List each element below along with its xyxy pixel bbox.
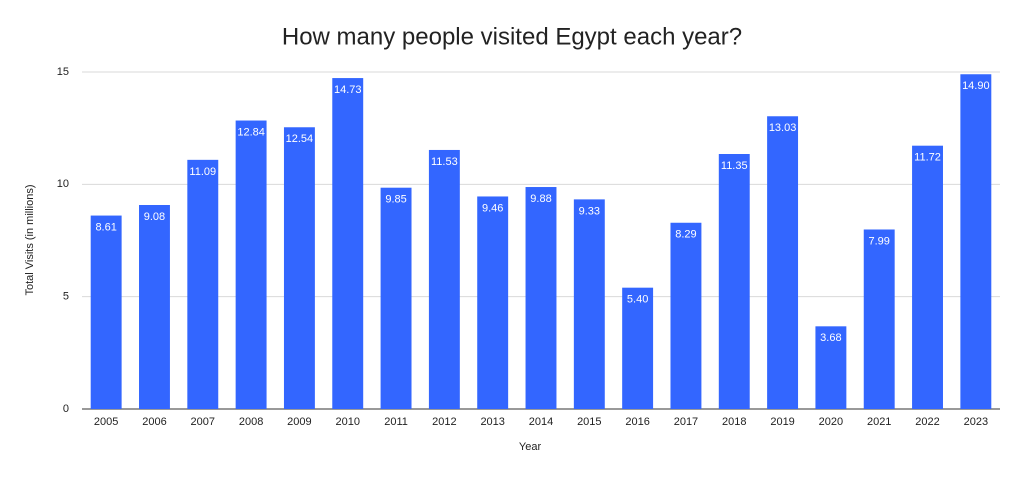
- bar: [718, 154, 750, 409]
- bar: [235, 120, 267, 409]
- data-label: 7.99: [868, 235, 889, 247]
- x-tick-label: 2018: [722, 416, 746, 428]
- bar: [428, 149, 460, 409]
- x-tick-label: 2023: [964, 416, 988, 428]
- y-axis-label: Total Visits (in millions): [24, 184, 36, 295]
- bar: [912, 145, 943, 409]
- data-label: 5.40: [627, 294, 648, 306]
- x-tick-label: 2021: [867, 416, 891, 428]
- x-tick-label: 2020: [819, 416, 843, 428]
- bar: [139, 205, 170, 409]
- y-tick-label: 10: [57, 178, 69, 190]
- data-label: 14.73: [334, 84, 362, 96]
- bar: [90, 215, 122, 409]
- bar: [815, 326, 847, 409]
- bar: [960, 74, 992, 409]
- data-label: 11.72: [914, 152, 941, 164]
- x-tick-label: 2015: [577, 416, 601, 428]
- bar: [283, 127, 315, 409]
- data-label: 3.68: [820, 332, 841, 344]
- x-tick-label: 2010: [335, 416, 359, 428]
- bar: [525, 187, 557, 409]
- data-label: 12.54: [286, 133, 314, 145]
- x-tick-label: 2012: [432, 416, 456, 428]
- x-tick-label: 2014: [529, 416, 553, 428]
- x-tick-label: 2006: [142, 416, 166, 428]
- x-tick-label: 2013: [480, 416, 504, 428]
- bar: [477, 196, 509, 409]
- x-tick-label: 2017: [674, 416, 698, 428]
- y-tick-label: 0: [63, 403, 69, 415]
- data-label: 13.03: [769, 122, 797, 134]
- data-label: 12.84: [237, 126, 265, 138]
- bar: [670, 222, 702, 409]
- bar: [573, 199, 605, 409]
- data-label: 14.90: [962, 80, 990, 92]
- data-label: 9.85: [385, 194, 406, 206]
- x-tick-label: 2007: [191, 416, 215, 428]
- x-tick-label: 2022: [915, 416, 939, 428]
- data-label: 8.61: [95, 221, 116, 233]
- data-label: 9.46: [482, 202, 503, 214]
- x-tick-label: 2019: [770, 416, 794, 428]
- y-tick-label: 5: [63, 291, 69, 303]
- data-label: 8.29: [675, 229, 696, 241]
- bar: [622, 287, 654, 409]
- data-label: 9.88: [530, 193, 551, 205]
- y-tick-label: 15: [57, 66, 69, 78]
- bar: [863, 229, 895, 409]
- bar: [380, 187, 412, 409]
- x-tick-label: 2016: [625, 416, 649, 428]
- bar: [767, 116, 799, 409]
- bar: [187, 159, 219, 409]
- data-label: 11.09: [189, 166, 216, 178]
- chart-title: How many people visited Egypt each year?: [282, 23, 742, 50]
- x-tick-label: 2011: [384, 416, 408, 428]
- data-label: 9.08: [144, 211, 165, 223]
- x-tick-label: 2009: [287, 416, 311, 428]
- bar: [332, 78, 364, 409]
- data-label: 11.53: [431, 156, 458, 168]
- data-label: 9.33: [579, 205, 600, 217]
- data-label: 11.35: [721, 160, 748, 172]
- x-tick-label: 2008: [239, 416, 263, 428]
- x-axis-label: Year: [519, 441, 542, 453]
- x-tick-label: 2005: [94, 416, 118, 428]
